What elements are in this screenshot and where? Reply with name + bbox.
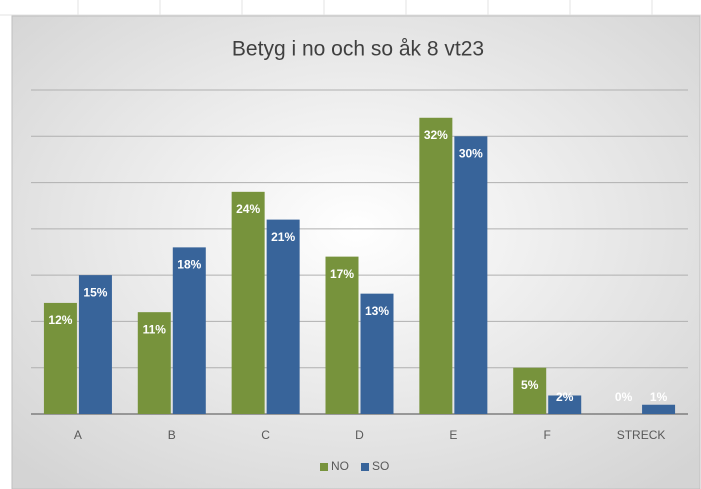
legend-label: NO [331, 459, 349, 473]
bar [642, 404, 676, 414]
bar [360, 293, 394, 414]
sheet-grid [0, 0, 701, 16]
bar [454, 136, 488, 415]
data-label: 11% [143, 322, 167, 336]
data-label: 13% [365, 304, 389, 318]
data-label: 1% [650, 390, 668, 404]
data-label: 5% [521, 378, 539, 392]
bar [43, 302, 77, 414]
x-tick-label: E [449, 428, 457, 442]
bar [266, 219, 300, 414]
data-label: 15% [83, 285, 107, 299]
bar [78, 275, 112, 414]
bar [137, 312, 171, 414]
x-tick-label: B [168, 428, 176, 442]
data-label: 2% [556, 390, 574, 404]
x-tick-label: STRECK [617, 428, 666, 442]
legend-swatch [320, 463, 328, 471]
x-tick-label: A [74, 428, 82, 442]
x-tick-label: D [355, 428, 364, 442]
chart-area [11, 15, 701, 489]
legend-label: SO [372, 459, 389, 473]
data-label: 12% [48, 313, 72, 327]
x-tick-label: C [261, 428, 270, 442]
data-label: 24% [236, 202, 260, 216]
data-label: 18% [177, 258, 201, 272]
bar [172, 247, 206, 414]
bar [513, 367, 547, 414]
data-label: 21% [271, 230, 295, 244]
data-label: 17% [330, 267, 354, 281]
x-tick-label: F [544, 428, 551, 442]
legend-swatch [361, 463, 369, 471]
chart-title: Betyg i no och so åk 8 vt23 [232, 38, 484, 61]
bar [231, 191, 265, 414]
bar [419, 117, 453, 415]
data-label: 0% [615, 390, 633, 404]
data-label: 30% [459, 146, 483, 160]
bar [548, 395, 582, 414]
bar [325, 256, 359, 414]
data-label: 32% [424, 128, 448, 142]
